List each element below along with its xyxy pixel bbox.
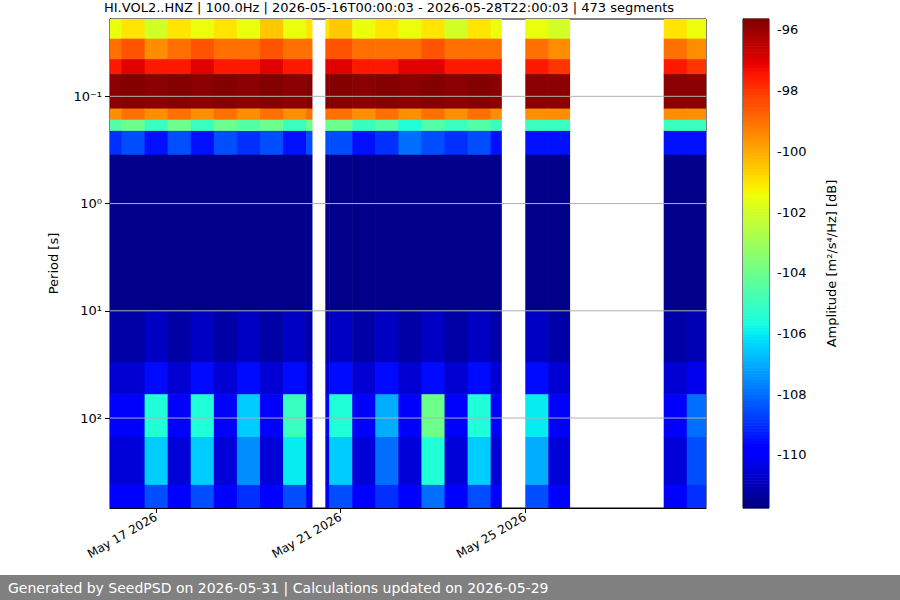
svg-text:HI.VOL2..HNZ | 100.0Hz | 2026-: HI.VOL2..HNZ | 100.0Hz | 2026-05-16T00:0…	[104, 0, 674, 15]
svg-text:10²: 10²	[80, 411, 102, 426]
svg-text:-102: -102	[777, 205, 807, 220]
svg-text:-104: -104	[777, 265, 807, 280]
svg-text:-96: -96	[777, 22, 798, 37]
svg-text:-110: -110	[777, 447, 807, 462]
svg-text:Generated by SeedPSD on 2026-0: Generated by SeedPSD on 2026-05-31 | Cal…	[8, 580, 549, 597]
svg-text:May 25 2026: May 25 2026	[454, 510, 529, 561]
svg-text:10⁰: 10⁰	[80, 196, 102, 211]
svg-text:10¹: 10¹	[80, 303, 102, 318]
svg-text:May 21 2026: May 21 2026	[270, 510, 345, 561]
svg-text:-108: -108	[777, 387, 807, 402]
svg-text:10⁻¹: 10⁻¹	[73, 89, 102, 104]
svg-text:-100: -100	[777, 144, 807, 159]
svg-text:Period [s]: Period [s]	[46, 233, 61, 295]
svg-text:Amplitude [m²/s⁴/Hz] [dB]: Amplitude [m²/s⁴/Hz] [dB]	[824, 180, 839, 348]
svg-text:-98: -98	[777, 83, 798, 98]
svg-text:May 17 2026: May 17 2026	[85, 510, 160, 561]
svg-text:-106: -106	[777, 326, 807, 341]
